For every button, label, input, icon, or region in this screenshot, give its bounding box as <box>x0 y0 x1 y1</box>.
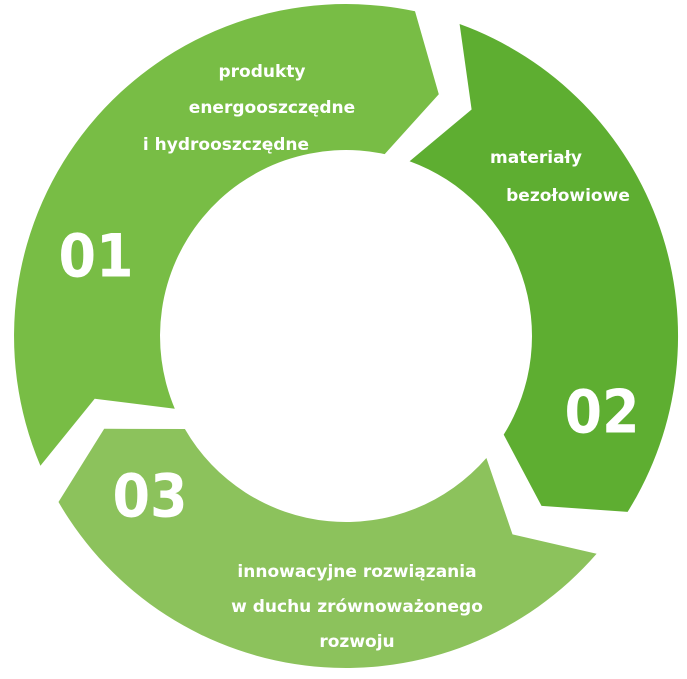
segment-label: bezołowiowe <box>506 186 630 206</box>
segment-label: w duchu zrównoważonego <box>231 597 483 617</box>
segment-number: 02 <box>564 378 639 448</box>
segment-arrow <box>409 24 679 512</box>
segment-arrow <box>14 4 439 466</box>
segment-label: innowacyjne rozwiązania <box>237 562 476 582</box>
segment-label: materiały <box>490 148 582 168</box>
segment-number: 01 <box>58 222 133 292</box>
segment-label: i hydrooszczędne <box>143 135 309 155</box>
segment-number: 03 <box>112 462 187 532</box>
segment-label: energooszczędne <box>189 98 355 118</box>
segment-label: produkty <box>218 62 305 82</box>
segment-label: rozwoju <box>319 632 394 652</box>
segment-arrow <box>58 428 597 669</box>
